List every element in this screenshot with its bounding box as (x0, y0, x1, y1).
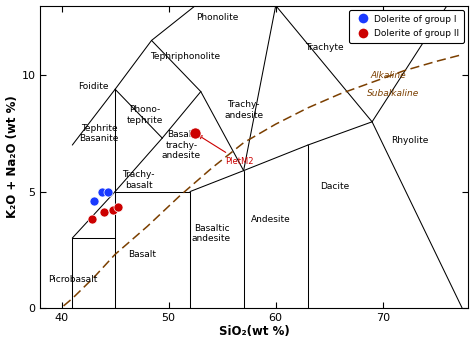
Text: Andesite: Andesite (250, 215, 290, 224)
Text: Basalt: Basalt (128, 250, 156, 259)
Text: Basalt
trachy-
andesite: Basalt trachy- andesite (162, 130, 201, 160)
Text: Trachyte: Trachyte (305, 43, 343, 52)
Text: Foidite: Foidite (79, 83, 109, 92)
Text: Basaltic
andesite: Basaltic andesite (192, 224, 231, 243)
X-axis label: SiO₂(wt %): SiO₂(wt %) (219, 325, 290, 338)
Text: Tephriphonolite: Tephriphonolite (150, 52, 220, 61)
Text: Phonolite: Phonolite (196, 13, 238, 22)
Text: Trachy-
andesite: Trachy- andesite (224, 100, 263, 120)
Text: Trachy-
basalt: Trachy- basalt (122, 170, 155, 190)
Text: Phono-
tephrite: Phono- tephrite (127, 105, 164, 125)
Text: PletM2: PletM2 (199, 136, 254, 166)
Y-axis label: K₂O + Na₂O (wt %): K₂O + Na₂O (wt %) (6, 95, 18, 218)
Text: Picrobasalt: Picrobasalt (47, 276, 97, 284)
Text: Subalkaline: Subalkaline (367, 89, 419, 98)
Text: Alkaline: Alkaline (370, 71, 406, 80)
Legend: Dolerite of group I, Dolerite of group II: Dolerite of group I, Dolerite of group I… (349, 10, 464, 43)
Text: Dacite: Dacite (320, 182, 349, 191)
Text: Tephrite
Basanite: Tephrite Basanite (79, 124, 119, 143)
Text: Rhyolite: Rhyolite (391, 136, 428, 145)
